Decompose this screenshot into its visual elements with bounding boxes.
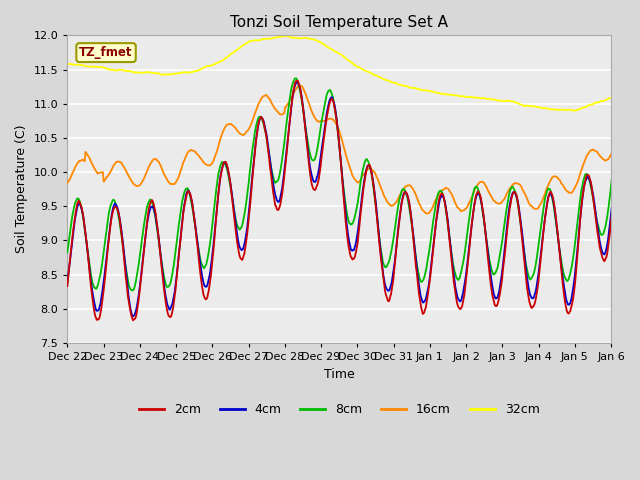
X-axis label: Time: Time bbox=[324, 368, 355, 381]
Y-axis label: Soil Temperature (C): Soil Temperature (C) bbox=[15, 125, 28, 253]
Legend: 2cm, 4cm, 8cm, 16cm, 32cm: 2cm, 4cm, 8cm, 16cm, 32cm bbox=[134, 398, 545, 421]
Title: Tonzi Soil Temperature Set A: Tonzi Soil Temperature Set A bbox=[230, 15, 448, 30]
Text: TZ_fmet: TZ_fmet bbox=[79, 46, 132, 59]
